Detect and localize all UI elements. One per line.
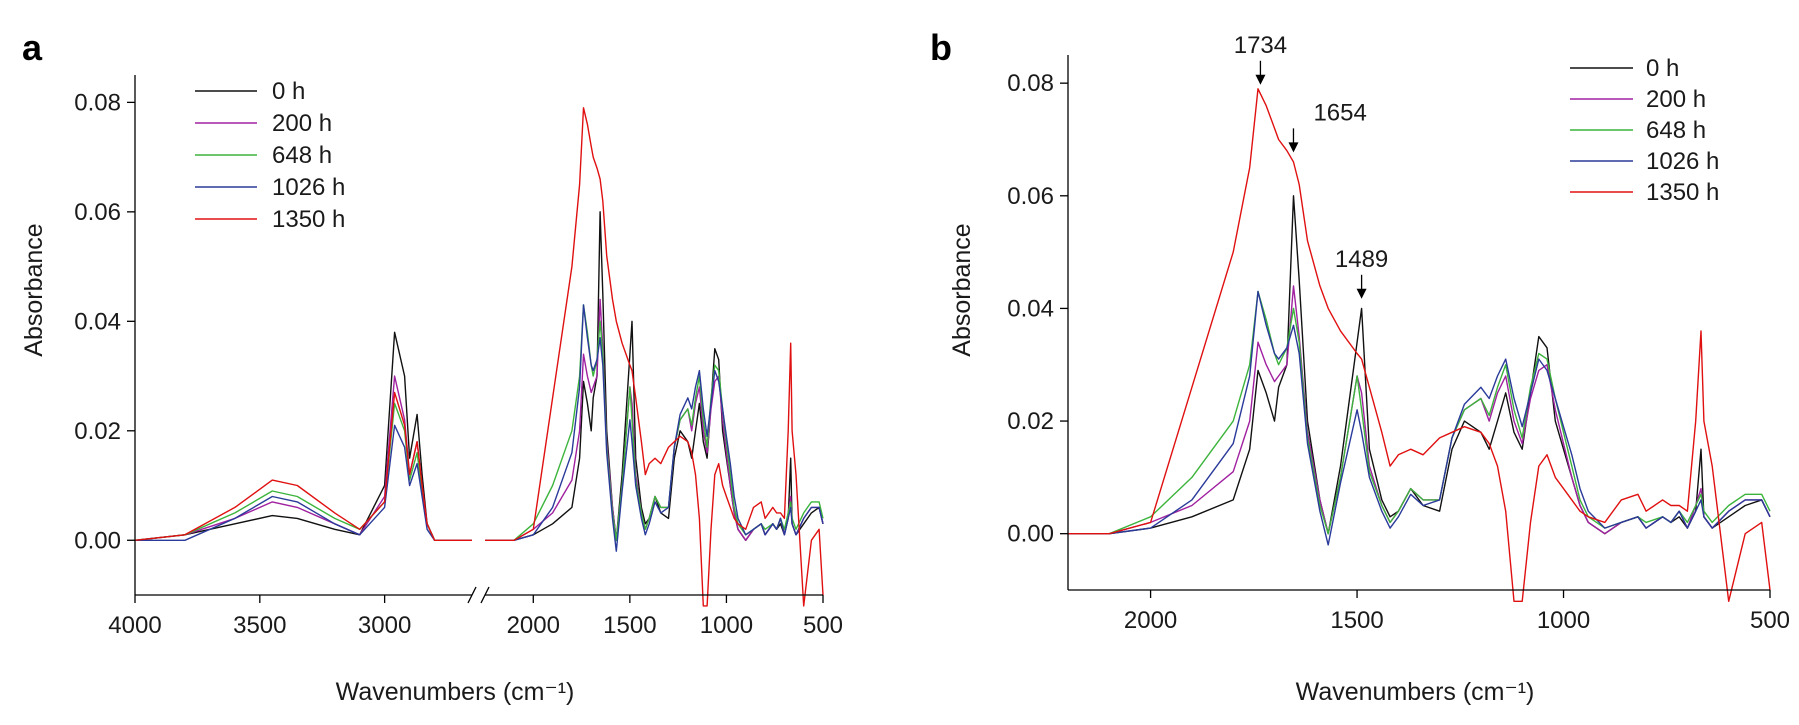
panel-a-y-axis-label: Absorbance [20,223,48,356]
panel-b-y-axis-label: Absorbance [948,223,976,356]
panel-a-legend-label: 1026 h [272,174,345,201]
panel-b-series-line-648-h [1068,290,1771,535]
panel-a-axis-break-mark [480,586,490,604]
panel-b-x-tick-label: 1500 [1330,607,1383,634]
panel-a-legend-label: 648 h [272,142,332,169]
panel-a-y-tick-label: 0.04 [74,308,121,335]
panel-a-legend-label: 1350 h [272,206,345,233]
panel-b-peak-annotations: 1734 1654 1489 [1234,32,1388,299]
panel-a-y-tick-label: 0.00 [74,527,121,554]
panel-a-legend-label: 200 h [272,110,332,137]
panel-a-x-tick-label: 2000 [507,612,560,639]
panel-a-series-line-1026-h-seg1 [135,424,472,541]
panel-a-legend: 0 h 200 h 648 h 1026 h 1350 h [195,78,345,233]
panel-a-series-1026-h [135,304,824,552]
panel-a-x-tick-label: 1500 [603,612,656,639]
panel-b-series-group [1068,88,1771,602]
panel-a-y-tick-label: 0.06 [74,199,121,226]
panel-b-y-tick-label: 0.08 [1007,70,1054,97]
panel-letter-b: b [930,27,952,68]
panel-b-y-tick-label: 0.00 [1007,521,1054,548]
panel-b-legend-label: 1350 h [1646,179,1719,206]
panel-b-peak-label: 1734 [1234,32,1287,59]
annotation-arrow-head [1356,288,1367,299]
panel-b-x-tick-label: 1000 [1537,607,1590,634]
panel-a-x-tick-label: 3500 [233,612,286,639]
panel-b-legend-label: 0 h [1646,55,1679,82]
panel-b-y-tick-label: 0.06 [1007,183,1054,210]
annotation-arrow-head [1288,142,1299,153]
panel-a-series-line-1026-h-seg2 [485,304,824,552]
panel-b-series-line-1350-h [1068,88,1771,602]
panel-b-x-axis-label: Wavenumbers (cm⁻¹) [1296,678,1535,706]
panel-b-peak-annotation: 1734 [1234,32,1287,85]
panel-b-y-tick-label: 0.04 [1007,295,1054,322]
panel-a-series-line-0-h-seg1 [134,331,472,541]
panel-a-y-tick-label: 0.02 [74,418,121,445]
panel-b-series-line-0-h [1068,195,1771,535]
panel-a-y-tick-label: 0.08 [74,89,121,116]
panel-a-series-line-1350-h-seg1 [134,391,472,541]
panel-b-legend-label: 200 h [1646,86,1706,113]
panel-b-legend-label: 1026 h [1646,148,1719,175]
panel-b-legend: 0 h 200 h 648 h 1026 h 1350 h [1570,55,1719,206]
panel-b-peak-label: 1654 [1313,99,1366,126]
panel-a-series-group [134,107,824,607]
panel-a-series-1350-h [134,107,824,607]
panel-a-series-line-0-h-seg2 [485,211,824,541]
panel-b-series-line-1026-h [1068,290,1771,546]
panel-a-plot: 0.00 0.02 0.04 0.06 0.08 4000 3500 3000 2000 1500… [20,75,843,706]
panel-b-peak-annotation: 1489 [1335,246,1388,299]
panel-a-x-tick-label: 3000 [358,612,411,639]
panel-b-peak-label: 1489 [1335,246,1388,273]
panel-b-y-tick-label: 0.02 [1007,408,1054,435]
panel-b-plot: 0.00 0.02 0.04 0.06 0.08 2000 1500 1000 500 Wave… [948,32,1790,706]
panel-a-series-line-200-h-seg1 [134,375,472,541]
panel-a-series-line-1350-h-seg2 [485,107,824,607]
panel-a-x-tick-label: 500 [803,612,843,639]
panel-letter-a: a [22,27,43,68]
panel-a-x-tick-label: 1000 [700,612,753,639]
panel-b-x-tick-label: 2000 [1124,607,1177,634]
panel-a-legend-label: 0 h [272,78,305,105]
panel-a-x-axis-label: Wavenumbers (cm⁻¹) [336,678,575,706]
panel-b-legend-label: 648 h [1646,117,1706,144]
panel-a-axes: 0.00 0.02 0.04 0.06 0.08 4000 3500 3000 2000 1500… [74,75,843,639]
panel-b-peak-annotation: 1654 [1288,99,1367,153]
annotation-arrow-head [1255,74,1266,85]
panel-b-x-tick-label: 500 [1750,607,1790,634]
panel-b-axes: 0.00 0.02 0.04 0.06 0.08 2000 1500 1000 500 [1007,55,1790,634]
panel-a-x-tick-label: 4000 [108,612,161,639]
panel-a-axis-break-mark [467,586,477,604]
